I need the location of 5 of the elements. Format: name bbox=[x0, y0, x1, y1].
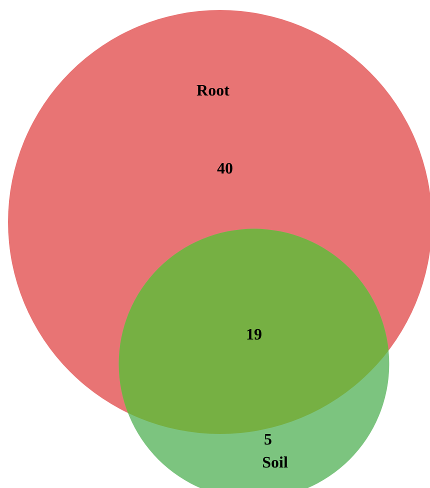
data-label: 19 bbox=[246, 326, 262, 344]
data-label: 40 bbox=[217, 160, 233, 178]
category-label: Soil bbox=[262, 454, 288, 472]
category-label: Root bbox=[196, 82, 230, 100]
data-label: 5 bbox=[264, 432, 272, 449]
